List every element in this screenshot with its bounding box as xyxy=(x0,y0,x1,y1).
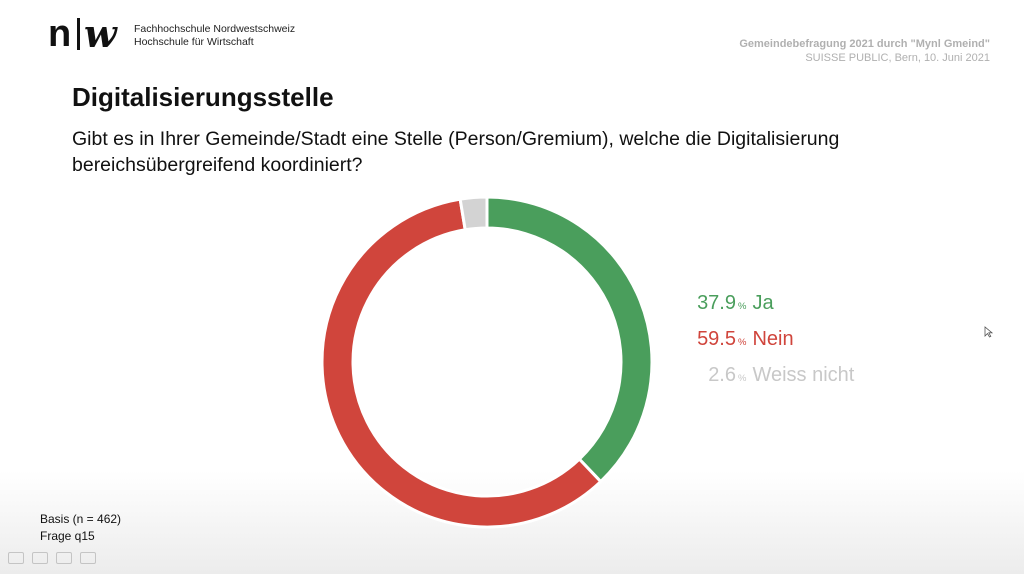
fhnw-logo: n w xyxy=(48,11,128,56)
legend-value-nein: 59.5 xyxy=(697,328,736,350)
logo-divider xyxy=(77,18,80,50)
toolbar-next-icon[interactable] xyxy=(32,552,48,564)
logo-letter-w: w xyxy=(84,11,117,56)
legend-label-weiss-nicht: Weiss nicht xyxy=(752,364,855,386)
toolbar-zoom-icon[interactable] xyxy=(80,552,96,564)
donut-chart xyxy=(320,195,654,529)
chart-legend: 37.9% Ja 59.5% Nein 2.6% Weiss nicht xyxy=(680,285,854,393)
event-info-line1: Gemeindebefragung 2021 durch "Mynl Gmein… xyxy=(739,38,990,50)
legend-item-ja: 37.9% Ja xyxy=(680,285,854,321)
event-info: Gemeindebefragung 2021 durch "Mynl Gmein… xyxy=(739,37,990,65)
legend-label-nein: Nein xyxy=(752,328,794,350)
donut-slice-ja xyxy=(485,195,654,484)
legend-item-nein: 59.5% Nein xyxy=(680,321,854,357)
legend-label-ja: Ja xyxy=(752,292,774,314)
legend-item-weiss-nicht: 2.6% Weiss nicht xyxy=(680,357,854,393)
legend-percent-weiss-nicht: % xyxy=(738,373,747,384)
school-name: Fachhochschule Nordwestschweiz Hochschul… xyxy=(134,23,295,49)
legend-value-weiss-nicht: 2.6 xyxy=(708,364,736,386)
legend-value-ja: 37.9 xyxy=(697,292,736,314)
logo-letter-n: n xyxy=(48,13,72,55)
school-name-line2: Hochschule für Wirtschaft xyxy=(134,36,254,48)
survey-question: Gibt es in Ihrer Gemeinde/Stadt eine Ste… xyxy=(72,128,840,176)
legend-percent-nein: % xyxy=(738,337,747,348)
legend-percent-ja: % xyxy=(738,301,747,312)
donut-slice-nein xyxy=(320,197,603,529)
school-name-line1: Fachhochschule Nordwestschweiz xyxy=(134,23,296,35)
mouse-cursor-icon xyxy=(984,326,993,338)
slide-title: Digitalisierungsstelle xyxy=(72,82,334,112)
event-info-line2: SUISSE PUBLIC, Bern, 10. Juni 2021 xyxy=(805,52,990,64)
frage-text: Frage q15 xyxy=(40,529,95,543)
toolbar-prev-icon[interactable] xyxy=(8,552,24,564)
basis-text: Basis (n = 462) xyxy=(40,512,122,526)
sample-basis: Basis (n = 462) Frage q15 xyxy=(40,511,121,545)
toolbar-pen-icon[interactable] xyxy=(56,552,72,564)
presentation-toolbar[interactable] xyxy=(8,552,96,568)
donut-slice-weiss-nicht xyxy=(458,195,489,232)
